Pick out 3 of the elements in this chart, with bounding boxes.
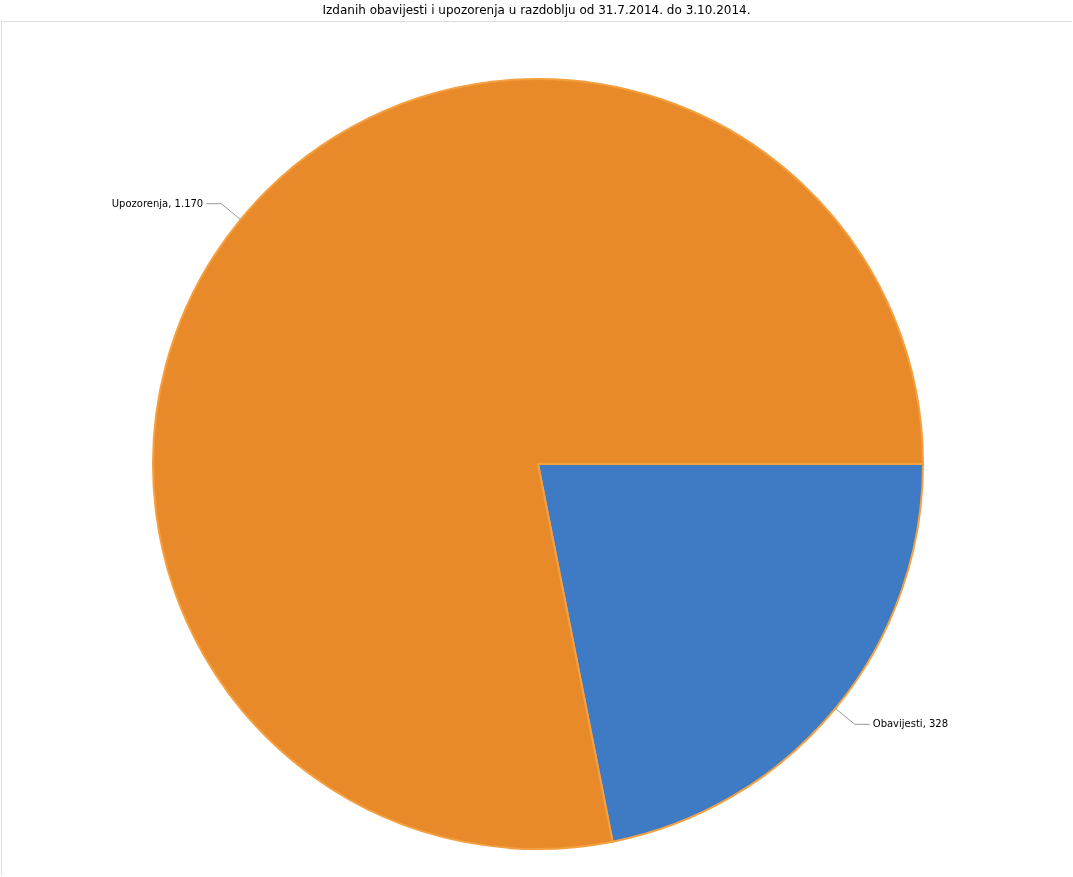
slice-label: Obavijesti, 328 — [872, 718, 949, 730]
slice-label: Upozorenja, 1.170 — [111, 197, 204, 209]
chart-title: Izdanih obavijesti i upozorenja u razdoblju od 31.7.2014. do 3.10.2014. — [322, 3, 751, 17]
